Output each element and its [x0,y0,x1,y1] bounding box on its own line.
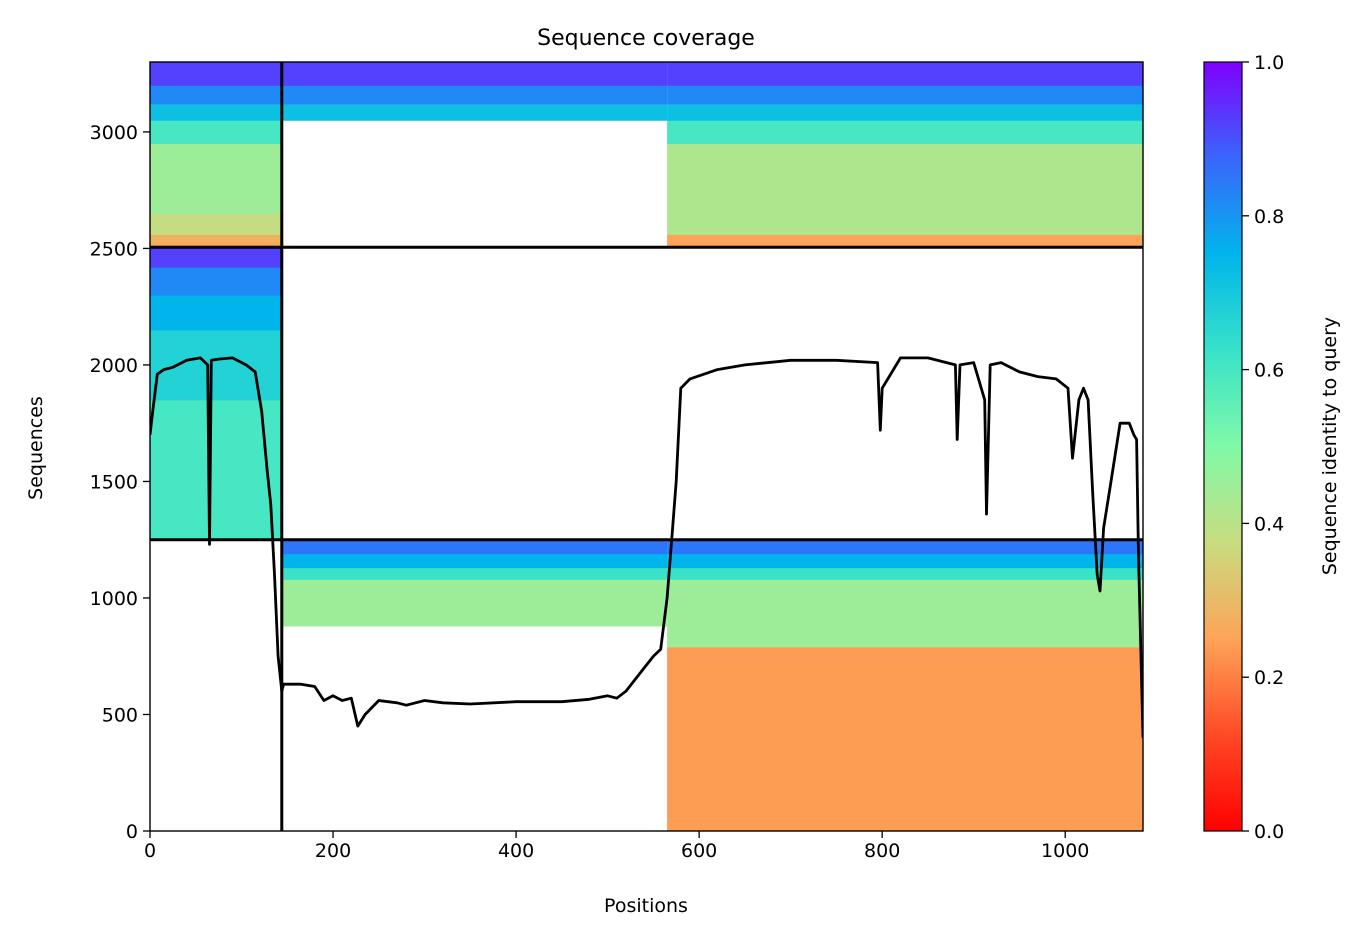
block-top-right-c [281,62,668,121]
identity-band [281,103,668,121]
block-bottom-c [281,539,668,627]
identity-band [150,234,282,244]
identity-band [150,103,282,121]
identity-band [667,567,1143,580]
block-mid-left [150,247,282,541]
identity-band [150,399,282,541]
colorbar-tick-label: 0.2 [1254,667,1284,689]
chart-title: Sequence coverage [537,26,755,51]
identity-band [667,103,1143,121]
x-tick-label: 200 [315,840,351,862]
y-axis-label: Sequences [25,396,47,500]
identity-band [150,267,282,296]
coverage-blocks [150,62,1143,831]
colorbar-tick-label: 0.0 [1254,821,1284,843]
identity-band [281,85,668,105]
identity-band [667,62,1143,86]
y-tick-label: 2000 [90,355,138,377]
block-bottom-d [667,539,1143,831]
colorbar-tick-label: 1.0 [1254,52,1284,74]
y-tick-label: 500 [102,704,138,726]
plot-frame [149,61,1144,832]
y-tick-label: 0 [126,821,138,843]
y-tick-label: 1000 [90,588,138,610]
identity-band [150,329,282,401]
identity-band [667,553,1143,569]
identity-band [667,143,1143,235]
y-tick-label: 3000 [90,122,138,144]
colorbar-tick-label: 0.6 [1254,360,1284,382]
identity-band [150,120,282,145]
identity-band [281,579,668,627]
identity-band [150,62,282,86]
y-tick-label: 2500 [90,238,138,260]
identity-band [281,567,668,580]
colorbar-tick-label: 0.4 [1254,513,1284,535]
identity-band [667,120,1143,145]
identity-band [150,85,282,105]
x-tick-label: 800 [864,840,900,862]
identity-band [281,539,668,555]
identity-band [281,62,668,86]
coverage-line-group [150,356,1143,738]
x-tick-label: 0 [144,840,156,862]
colorbar-label: Sequence identity to query [1319,317,1341,575]
x-axis-ticks: 0 200 400 600 800 1000 [144,831,1089,862]
coverage-line [150,356,1143,738]
colorbar-tick-label: 0.8 [1254,206,1284,228]
x-tick-label: 1000 [1041,840,1089,862]
block-top-left [150,62,282,248]
identity-band [150,295,282,331]
identity-band [667,539,1143,555]
identity-band [150,143,282,214]
x-tick-label: 600 [681,840,717,862]
x-axis-label: Positions [604,895,688,917]
colorbar [1203,61,1243,832]
identity-band [150,213,282,235]
identity-band [667,234,1143,248]
identity-band [150,247,282,268]
y-tick-label: 1500 [90,471,138,493]
identity-band [667,579,1143,648]
identity-band [281,553,668,569]
identity-band [150,242,282,248]
colorbar-ticks: 0.0 0.2 0.4 0.6 0.8 1.0 [1242,52,1284,843]
block-dividers [150,62,1143,831]
identity-band [667,646,1143,831]
block-top-right-d [667,62,1143,248]
x-tick-label: 400 [498,840,534,862]
identity-band [667,85,1143,105]
y-axis-ticks: 0 500 1000 1500 2000 2500 3000 [90,122,150,843]
